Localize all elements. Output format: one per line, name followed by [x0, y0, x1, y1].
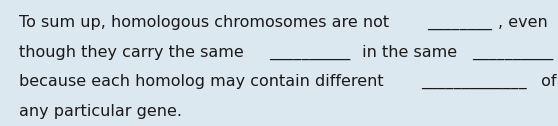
Text: , even: , even	[498, 15, 547, 30]
Text: though they carry the same: though they carry the same	[19, 45, 249, 60]
Text: __________: __________	[269, 45, 350, 60]
Text: __________: __________	[472, 45, 553, 60]
Text: because each homolog may contain different: because each homolog may contain differe…	[19, 74, 388, 89]
Text: any particular gene.: any particular gene.	[19, 104, 182, 119]
Text: To sum up, homologous chromosomes are not: To sum up, homologous chromosomes are no…	[19, 15, 394, 30]
Text: ________: ________	[427, 15, 492, 30]
Text: _____________: _____________	[421, 74, 527, 89]
Text: in the same: in the same	[357, 45, 463, 60]
Text: of: of	[536, 74, 556, 89]
